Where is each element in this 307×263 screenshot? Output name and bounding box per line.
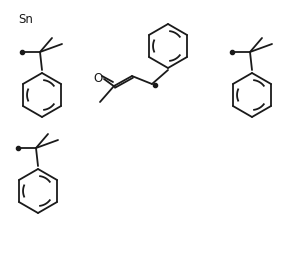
Text: O: O bbox=[93, 72, 102, 84]
Text: Sn: Sn bbox=[18, 13, 33, 26]
